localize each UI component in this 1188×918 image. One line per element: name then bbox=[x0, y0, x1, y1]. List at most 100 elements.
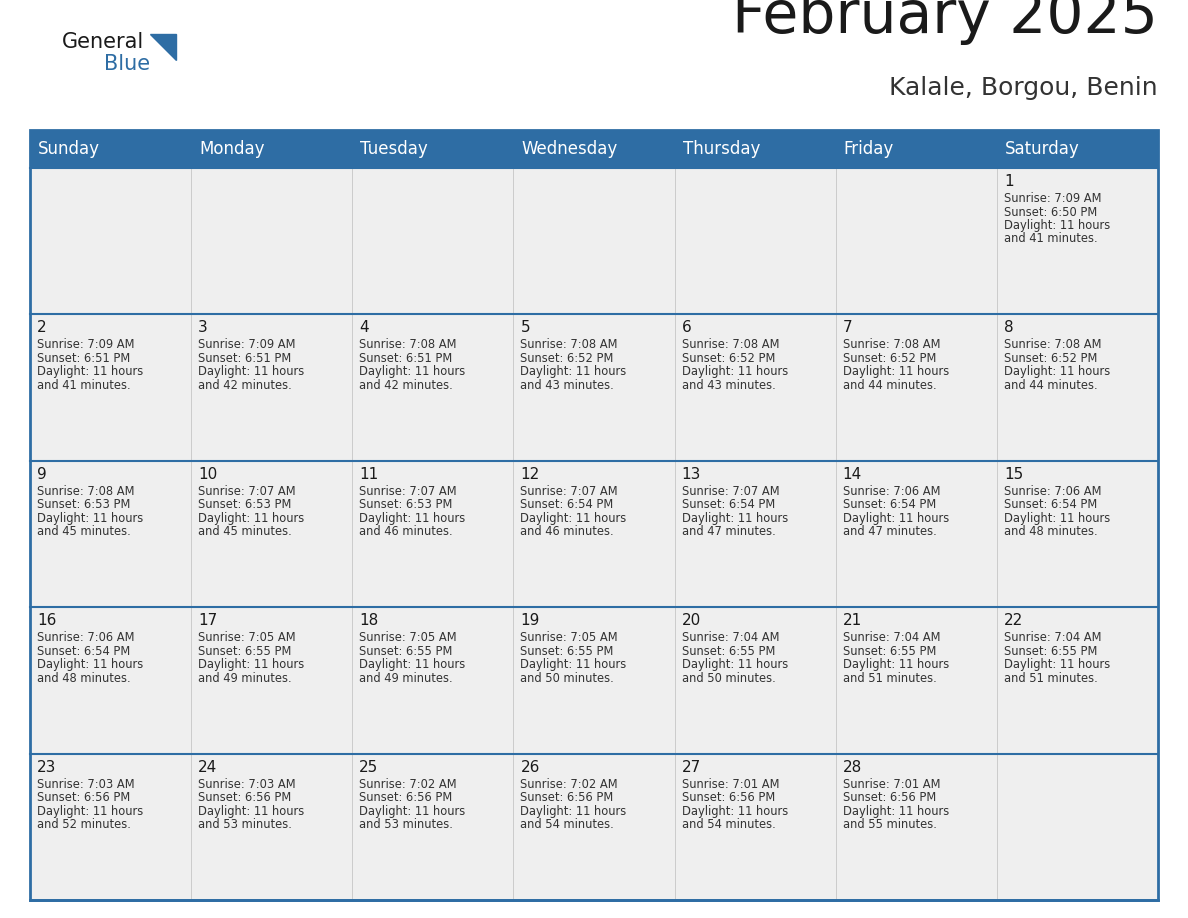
Bar bbox=[835, 461, 997, 607]
Bar bbox=[353, 168, 513, 314]
Text: and 46 minutes.: and 46 minutes. bbox=[359, 525, 453, 538]
Bar bbox=[191, 314, 353, 461]
Text: and 41 minutes.: and 41 minutes. bbox=[37, 379, 131, 392]
Bar bbox=[191, 168, 353, 314]
Text: Sunset: 6:54 PM: Sunset: 6:54 PM bbox=[520, 498, 614, 511]
Bar bbox=[353, 314, 513, 461]
Bar bbox=[675, 168, 835, 314]
Text: and 54 minutes.: and 54 minutes. bbox=[682, 818, 776, 831]
Text: and 47 minutes.: and 47 minutes. bbox=[682, 525, 776, 538]
Bar bbox=[835, 607, 997, 754]
Text: and 45 minutes.: and 45 minutes. bbox=[37, 525, 131, 538]
Text: Sunrise: 7:03 AM: Sunrise: 7:03 AM bbox=[37, 778, 134, 790]
Text: 15: 15 bbox=[1004, 466, 1023, 482]
Text: 21: 21 bbox=[842, 613, 862, 628]
Text: Daylight: 11 hours: Daylight: 11 hours bbox=[198, 804, 304, 818]
Bar bbox=[30, 607, 191, 754]
Text: Sunrise: 7:08 AM: Sunrise: 7:08 AM bbox=[37, 485, 134, 498]
Text: Daylight: 11 hours: Daylight: 11 hours bbox=[359, 512, 466, 525]
Text: Sunset: 6:55 PM: Sunset: 6:55 PM bbox=[359, 644, 453, 657]
Text: Sunset: 6:53 PM: Sunset: 6:53 PM bbox=[359, 498, 453, 511]
Text: Sunrise: 7:06 AM: Sunrise: 7:06 AM bbox=[1004, 485, 1101, 498]
Text: Thursday: Thursday bbox=[683, 140, 760, 158]
Bar bbox=[835, 314, 997, 461]
Text: 10: 10 bbox=[198, 466, 217, 482]
Text: Sunset: 6:54 PM: Sunset: 6:54 PM bbox=[842, 498, 936, 511]
Text: Sunset: 6:54 PM: Sunset: 6:54 PM bbox=[682, 498, 775, 511]
Text: 19: 19 bbox=[520, 613, 539, 628]
Bar bbox=[513, 314, 675, 461]
Text: Monday: Monday bbox=[200, 140, 265, 158]
Text: Daylight: 11 hours: Daylight: 11 hours bbox=[682, 512, 788, 525]
Text: Daylight: 11 hours: Daylight: 11 hours bbox=[842, 804, 949, 818]
Bar bbox=[30, 130, 191, 168]
Bar bbox=[997, 754, 1158, 900]
Text: Daylight: 11 hours: Daylight: 11 hours bbox=[1004, 219, 1110, 232]
Text: Daylight: 11 hours: Daylight: 11 hours bbox=[359, 365, 466, 378]
Text: and 52 minutes.: and 52 minutes. bbox=[37, 818, 131, 831]
Text: Sunset: 6:50 PM: Sunset: 6:50 PM bbox=[1004, 206, 1097, 218]
Text: Daylight: 11 hours: Daylight: 11 hours bbox=[1004, 658, 1110, 671]
Text: Sunrise: 7:07 AM: Sunrise: 7:07 AM bbox=[198, 485, 296, 498]
Text: Sunrise: 7:04 AM: Sunrise: 7:04 AM bbox=[682, 632, 779, 644]
Text: Sunset: 6:55 PM: Sunset: 6:55 PM bbox=[520, 644, 614, 657]
Bar bbox=[835, 168, 997, 314]
Text: Sunrise: 7:02 AM: Sunrise: 7:02 AM bbox=[520, 778, 618, 790]
Text: Daylight: 11 hours: Daylight: 11 hours bbox=[842, 658, 949, 671]
Bar bbox=[675, 314, 835, 461]
Text: 5: 5 bbox=[520, 320, 530, 335]
Text: Sunrise: 7:01 AM: Sunrise: 7:01 AM bbox=[682, 778, 779, 790]
Bar bbox=[835, 754, 997, 900]
Bar bbox=[513, 168, 675, 314]
Text: and 44 minutes.: and 44 minutes. bbox=[1004, 379, 1098, 392]
Text: Sunset: 6:51 PM: Sunset: 6:51 PM bbox=[37, 352, 131, 364]
Text: Daylight: 11 hours: Daylight: 11 hours bbox=[37, 804, 144, 818]
Text: 24: 24 bbox=[198, 759, 217, 775]
Text: Wednesday: Wednesday bbox=[522, 140, 618, 158]
Text: Sunset: 6:54 PM: Sunset: 6:54 PM bbox=[1004, 498, 1097, 511]
Text: 1: 1 bbox=[1004, 174, 1013, 189]
Text: and 48 minutes.: and 48 minutes. bbox=[37, 672, 131, 685]
Text: Sunrise: 7:09 AM: Sunrise: 7:09 AM bbox=[1004, 192, 1101, 205]
Text: 12: 12 bbox=[520, 466, 539, 482]
Text: Sunset: 6:52 PM: Sunset: 6:52 PM bbox=[682, 352, 775, 364]
Text: and 50 minutes.: and 50 minutes. bbox=[682, 672, 776, 685]
Text: Tuesday: Tuesday bbox=[360, 140, 428, 158]
Bar bbox=[30, 168, 191, 314]
Text: Sunset: 6:52 PM: Sunset: 6:52 PM bbox=[842, 352, 936, 364]
Text: and 49 minutes.: and 49 minutes. bbox=[359, 672, 453, 685]
Text: Sunrise: 7:07 AM: Sunrise: 7:07 AM bbox=[682, 485, 779, 498]
Text: Sunset: 6:51 PM: Sunset: 6:51 PM bbox=[359, 352, 453, 364]
Text: 17: 17 bbox=[198, 613, 217, 628]
Text: 14: 14 bbox=[842, 466, 862, 482]
Text: Daylight: 11 hours: Daylight: 11 hours bbox=[359, 804, 466, 818]
Text: Sunrise: 7:07 AM: Sunrise: 7:07 AM bbox=[359, 485, 457, 498]
Text: 27: 27 bbox=[682, 759, 701, 775]
Text: Daylight: 11 hours: Daylight: 11 hours bbox=[682, 804, 788, 818]
Text: 16: 16 bbox=[37, 613, 56, 628]
Text: 8: 8 bbox=[1004, 320, 1013, 335]
Text: and 51 minutes.: and 51 minutes. bbox=[1004, 672, 1098, 685]
Text: Sunset: 6:53 PM: Sunset: 6:53 PM bbox=[37, 498, 131, 511]
Bar bbox=[513, 130, 675, 168]
Bar bbox=[353, 130, 513, 168]
Text: and 42 minutes.: and 42 minutes. bbox=[198, 379, 292, 392]
Text: Daylight: 11 hours: Daylight: 11 hours bbox=[520, 658, 627, 671]
Text: February 2025: February 2025 bbox=[732, 0, 1158, 45]
Text: Sunrise: 7:05 AM: Sunrise: 7:05 AM bbox=[359, 632, 457, 644]
Text: Sunrise: 7:08 AM: Sunrise: 7:08 AM bbox=[1004, 339, 1101, 352]
Text: Sunset: 6:51 PM: Sunset: 6:51 PM bbox=[198, 352, 291, 364]
Text: Sunrise: 7:09 AM: Sunrise: 7:09 AM bbox=[37, 339, 134, 352]
Text: and 48 minutes.: and 48 minutes. bbox=[1004, 525, 1098, 538]
Text: Sunday: Sunday bbox=[38, 140, 100, 158]
Bar bbox=[513, 461, 675, 607]
Text: 18: 18 bbox=[359, 613, 379, 628]
Text: Sunset: 6:56 PM: Sunset: 6:56 PM bbox=[37, 791, 131, 804]
Bar bbox=[353, 607, 513, 754]
Text: 2: 2 bbox=[37, 320, 46, 335]
Text: 11: 11 bbox=[359, 466, 379, 482]
Text: 26: 26 bbox=[520, 759, 539, 775]
Bar bbox=[30, 314, 191, 461]
Text: Sunrise: 7:04 AM: Sunrise: 7:04 AM bbox=[842, 632, 940, 644]
Text: Saturday: Saturday bbox=[1005, 140, 1080, 158]
